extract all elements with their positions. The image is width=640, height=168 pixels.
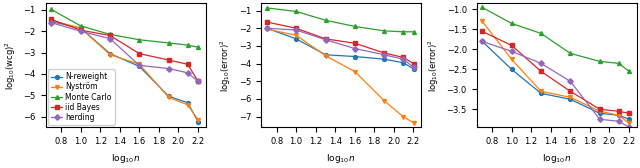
Y-axis label: log$_{10}$(wcg)$^2$: log$_{10}$(wcg)$^2$	[3, 41, 18, 90]
Line: N-reweight: N-reweight	[49, 20, 200, 124]
N-reweight	[136, 65, 143, 67]
Monte Carlo	[184, 44, 191, 46]
iid Bayes	[77, 29, 84, 31]
Nyström	[184, 104, 191, 106]
Monte Carlo	[77, 25, 84, 27]
Nyström	[165, 96, 173, 98]
Line: Monte Carlo: Monte Carlo	[49, 8, 200, 49]
Line: herding: herding	[49, 21, 200, 83]
Nyström	[136, 63, 143, 65]
Y-axis label: log$_{10}$(error)$^2$: log$_{10}$(error)$^2$	[219, 39, 234, 92]
iid Bayes	[184, 63, 191, 65]
iid Bayes	[136, 53, 143, 55]
herding	[77, 30, 84, 32]
Monte Carlo	[136, 39, 143, 41]
iid Bayes	[165, 59, 173, 61]
X-axis label: log$_{10}$$n$: log$_{10}$$n$	[326, 152, 356, 164]
Monte Carlo	[106, 33, 114, 35]
iid Bayes	[106, 34, 114, 36]
Nyström	[106, 54, 114, 56]
Nyström	[47, 19, 55, 22]
herding	[165, 68, 173, 70]
Nyström	[77, 27, 84, 29]
X-axis label: log$_{10}$$n$: log$_{10}$$n$	[542, 152, 571, 164]
N-reweight	[77, 27, 84, 29]
herding	[195, 80, 202, 82]
Y-axis label: log$_{10}$(error)$^2$: log$_{10}$(error)$^2$	[427, 39, 441, 92]
iid Bayes	[195, 80, 202, 82]
Monte Carlo	[47, 8, 55, 10]
N-reweight	[195, 121, 202, 123]
N-reweight	[165, 95, 173, 97]
herding	[136, 64, 143, 66]
N-reweight	[184, 102, 191, 104]
herding	[47, 22, 55, 24]
herding	[106, 38, 114, 40]
Line: Nyström: Nyström	[49, 19, 200, 122]
Monte Carlo	[165, 42, 173, 44]
herding	[184, 72, 191, 74]
Nyström	[195, 119, 202, 121]
Legend: N-reweight, Nyström, Monte Carlo, iid Bayes, herding: N-reweight, Nyström, Monte Carlo, iid Ba…	[48, 69, 115, 125]
iid Bayes	[47, 18, 55, 20]
X-axis label: log$_{10}$$n$: log$_{10}$$n$	[111, 152, 140, 164]
Line: iid Bayes: iid Bayes	[49, 17, 200, 83]
N-reweight	[47, 21, 55, 23]
Monte Carlo	[195, 46, 202, 48]
N-reweight	[106, 53, 114, 55]
